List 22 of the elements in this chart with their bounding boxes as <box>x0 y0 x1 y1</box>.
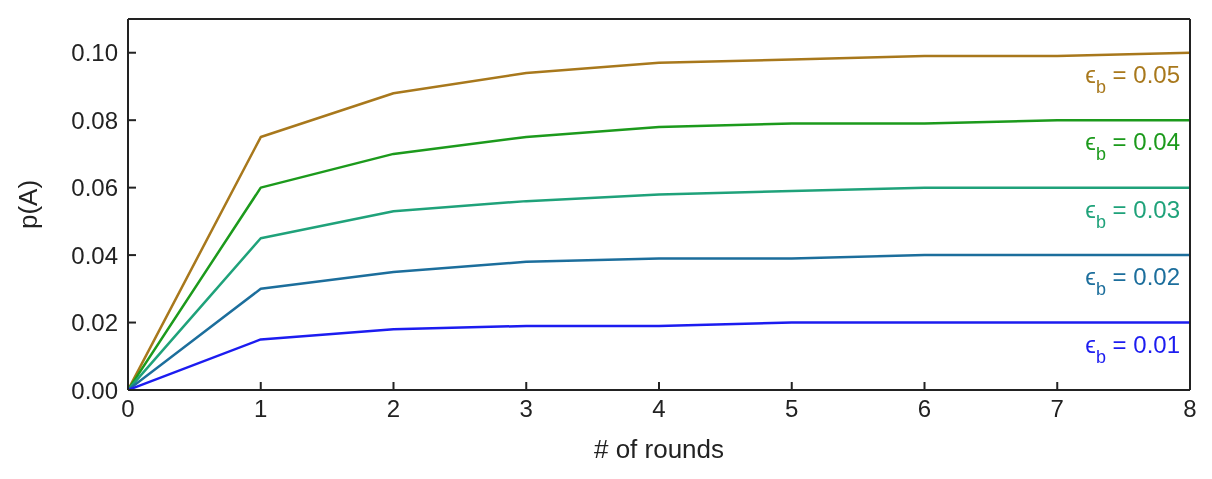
x-tick-label: 0 <box>121 395 135 423</box>
y-axis-title: p(A) <box>13 179 44 230</box>
x-tick-label: 6 <box>917 395 932 423</box>
y-tick-label: 0.08 <box>71 106 118 134</box>
x-tick-label: 2 <box>386 395 401 423</box>
x-tick-label: 7 <box>1050 395 1064 423</box>
x-tick-label: 3 <box>519 395 533 423</box>
series-label: ϵ$_{b}$ = 0.05 <box>1085 60 1180 97</box>
series-label: ϵ$_{b}$ = 0.02 <box>1085 263 1180 300</box>
x-tick-label: 5 <box>785 395 799 423</box>
y-tick-label: 0.06 <box>71 174 118 202</box>
y-tick-label: 0.02 <box>71 309 118 337</box>
y-tick-label: 0.00 <box>71 376 118 404</box>
y-tick-label: 0.10 <box>71 39 118 67</box>
series-label: ϵ$_{b}$ = 0.03 <box>1085 195 1180 232</box>
x-tick-label: 1 <box>254 395 268 423</box>
x-tick-label: 8 <box>1183 395 1197 423</box>
y-tick-label: 0.04 <box>71 241 118 269</box>
x-tick-label: 4 <box>652 395 666 423</box>
series-label: ϵ$_{b}$ = 0.01 <box>1085 330 1180 367</box>
x-axis-title: # of rounds <box>593 434 725 464</box>
series-label: ϵ$_{b}$ = 0.04 <box>1085 128 1180 165</box>
